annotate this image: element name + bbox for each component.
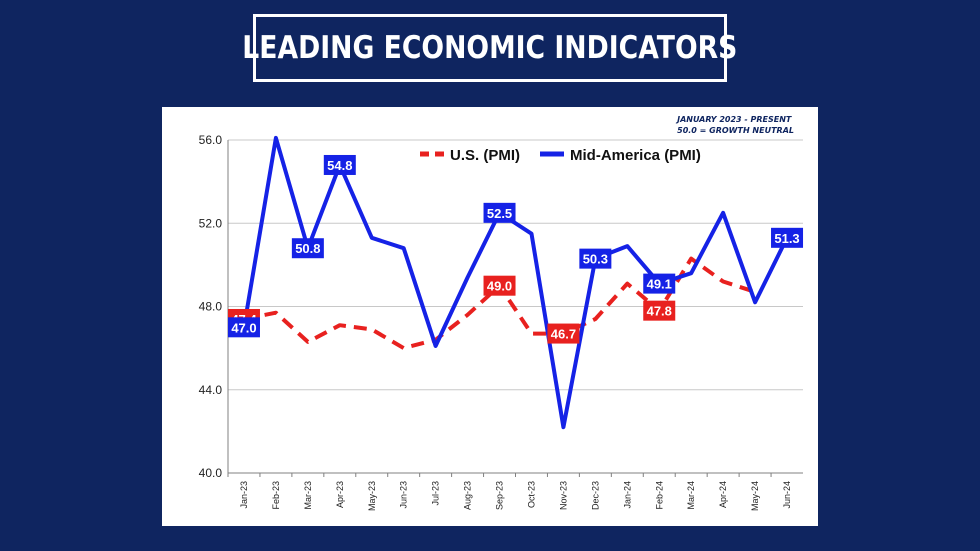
data-label-box: [483, 202, 516, 223]
x-tick-label: Aug-23: [463, 481, 473, 510]
data-label-text: 51.3: [774, 231, 799, 246]
data-label-text: 50.8: [295, 241, 320, 256]
mid-america-data-label: 52.5: [483, 202, 516, 223]
data-label-text: 50.3: [583, 252, 608, 267]
data-label-text: 54.8: [327, 158, 352, 173]
x-tick-label: May-23: [367, 481, 377, 511]
legend-us-label: U.S. (PMI): [450, 147, 520, 164]
mid-america-data-label: 51.3: [771, 227, 804, 248]
note-line-2: 50.0 = GROWTH NEUTRAL: [677, 126, 794, 135]
x-tick-label: Jan-24: [622, 481, 632, 509]
data-label-box: [291, 238, 324, 259]
x-tick-label: Apr-24: [718, 481, 728, 508]
us-data-label: 46.7: [547, 323, 580, 344]
mid-america-data-label: 49.1: [643, 273, 676, 294]
page-title: LEADING ECONOMIC INDICATORS: [242, 30, 738, 66]
data-label-box: [323, 154, 356, 175]
data-label-text: 47.8: [647, 304, 672, 319]
chart-note: JANUARY 2023 - PRESENT 50.0 = GROWTH NEU…: [677, 114, 794, 136]
data-label-text: 46.7: [551, 327, 576, 342]
x-tick-label: Dec-23: [590, 481, 600, 510]
data-label-text: 49.0: [487, 279, 512, 294]
mid-america-data-label: 50.8: [291, 238, 324, 259]
data-label-box: [483, 275, 516, 296]
title-box: LEADING ECONOMIC INDICATORS: [242, 14, 738, 82]
x-tick-label: Mar-23: [303, 481, 313, 510]
x-tick-label: Nov-23: [558, 481, 568, 510]
y-tick-label: 52.0: [199, 216, 223, 230]
us-data-label: 49.0: [483, 275, 516, 296]
data-label-box: [579, 248, 612, 269]
us-series-line: [243, 256, 756, 351]
legend-mid-america-label: Mid-America (PMI): [570, 147, 701, 164]
y-tick-label: 40.0: [199, 466, 223, 480]
x-tick-label: Apr-23: [335, 481, 345, 508]
x-tick-label: Feb-24: [654, 481, 664, 510]
data-label-box: [547, 323, 580, 344]
y-tick-label: 44.0: [199, 383, 223, 397]
chart-panel: 40.0 44.0 48.0 52.0 56.0 Jan-23 Feb-23 Mar-23 Ap…: [162, 107, 818, 526]
data-label-box: [643, 300, 676, 321]
x-tick-label: Jan-23: [239, 481, 249, 509]
note-line-1: JANUARY 2023 - PRESENT: [677, 115, 792, 124]
data-label-box: [227, 317, 260, 338]
mid-america-data-label: 50.3: [579, 248, 612, 269]
x-tick-label: Jun-24: [782, 481, 792, 509]
x-tick-label: Mar-24: [686, 481, 696, 510]
chart-svg: 40.0 44.0 48.0 52.0 56.0 Jan-23 Feb-23 Mar-23 Ap…: [199, 133, 804, 511]
x-tick-label: May-24: [750, 481, 760, 511]
data-label-text: 49.1: [647, 277, 672, 292]
data-label-text: 52.5: [487, 206, 512, 221]
mid-america-data-label: 54.8: [323, 154, 356, 175]
y-tick-label: 56.0: [199, 133, 223, 147]
mid-america-series-line: [242, 135, 789, 430]
x-tick-label: Oct-23: [526, 481, 536, 508]
x-tick-label: Jul-23: [431, 481, 441, 506]
x-tick-label: Feb-23: [271, 481, 281, 510]
legend: U.S. (PMI) Mid-America (PMI): [420, 147, 701, 164]
x-tick-label: Jun-23: [399, 481, 409, 509]
data-label-box: [643, 273, 676, 294]
us-data-label: 47.8: [643, 300, 676, 321]
x-tick-label: Sep-23: [495, 481, 505, 510]
data-label-box: [771, 227, 804, 248]
data-label-text: 47.0: [231, 320, 256, 335]
y-tick-label: 48.0: [199, 300, 223, 314]
mid-america-data-label: 47.0: [227, 317, 260, 338]
